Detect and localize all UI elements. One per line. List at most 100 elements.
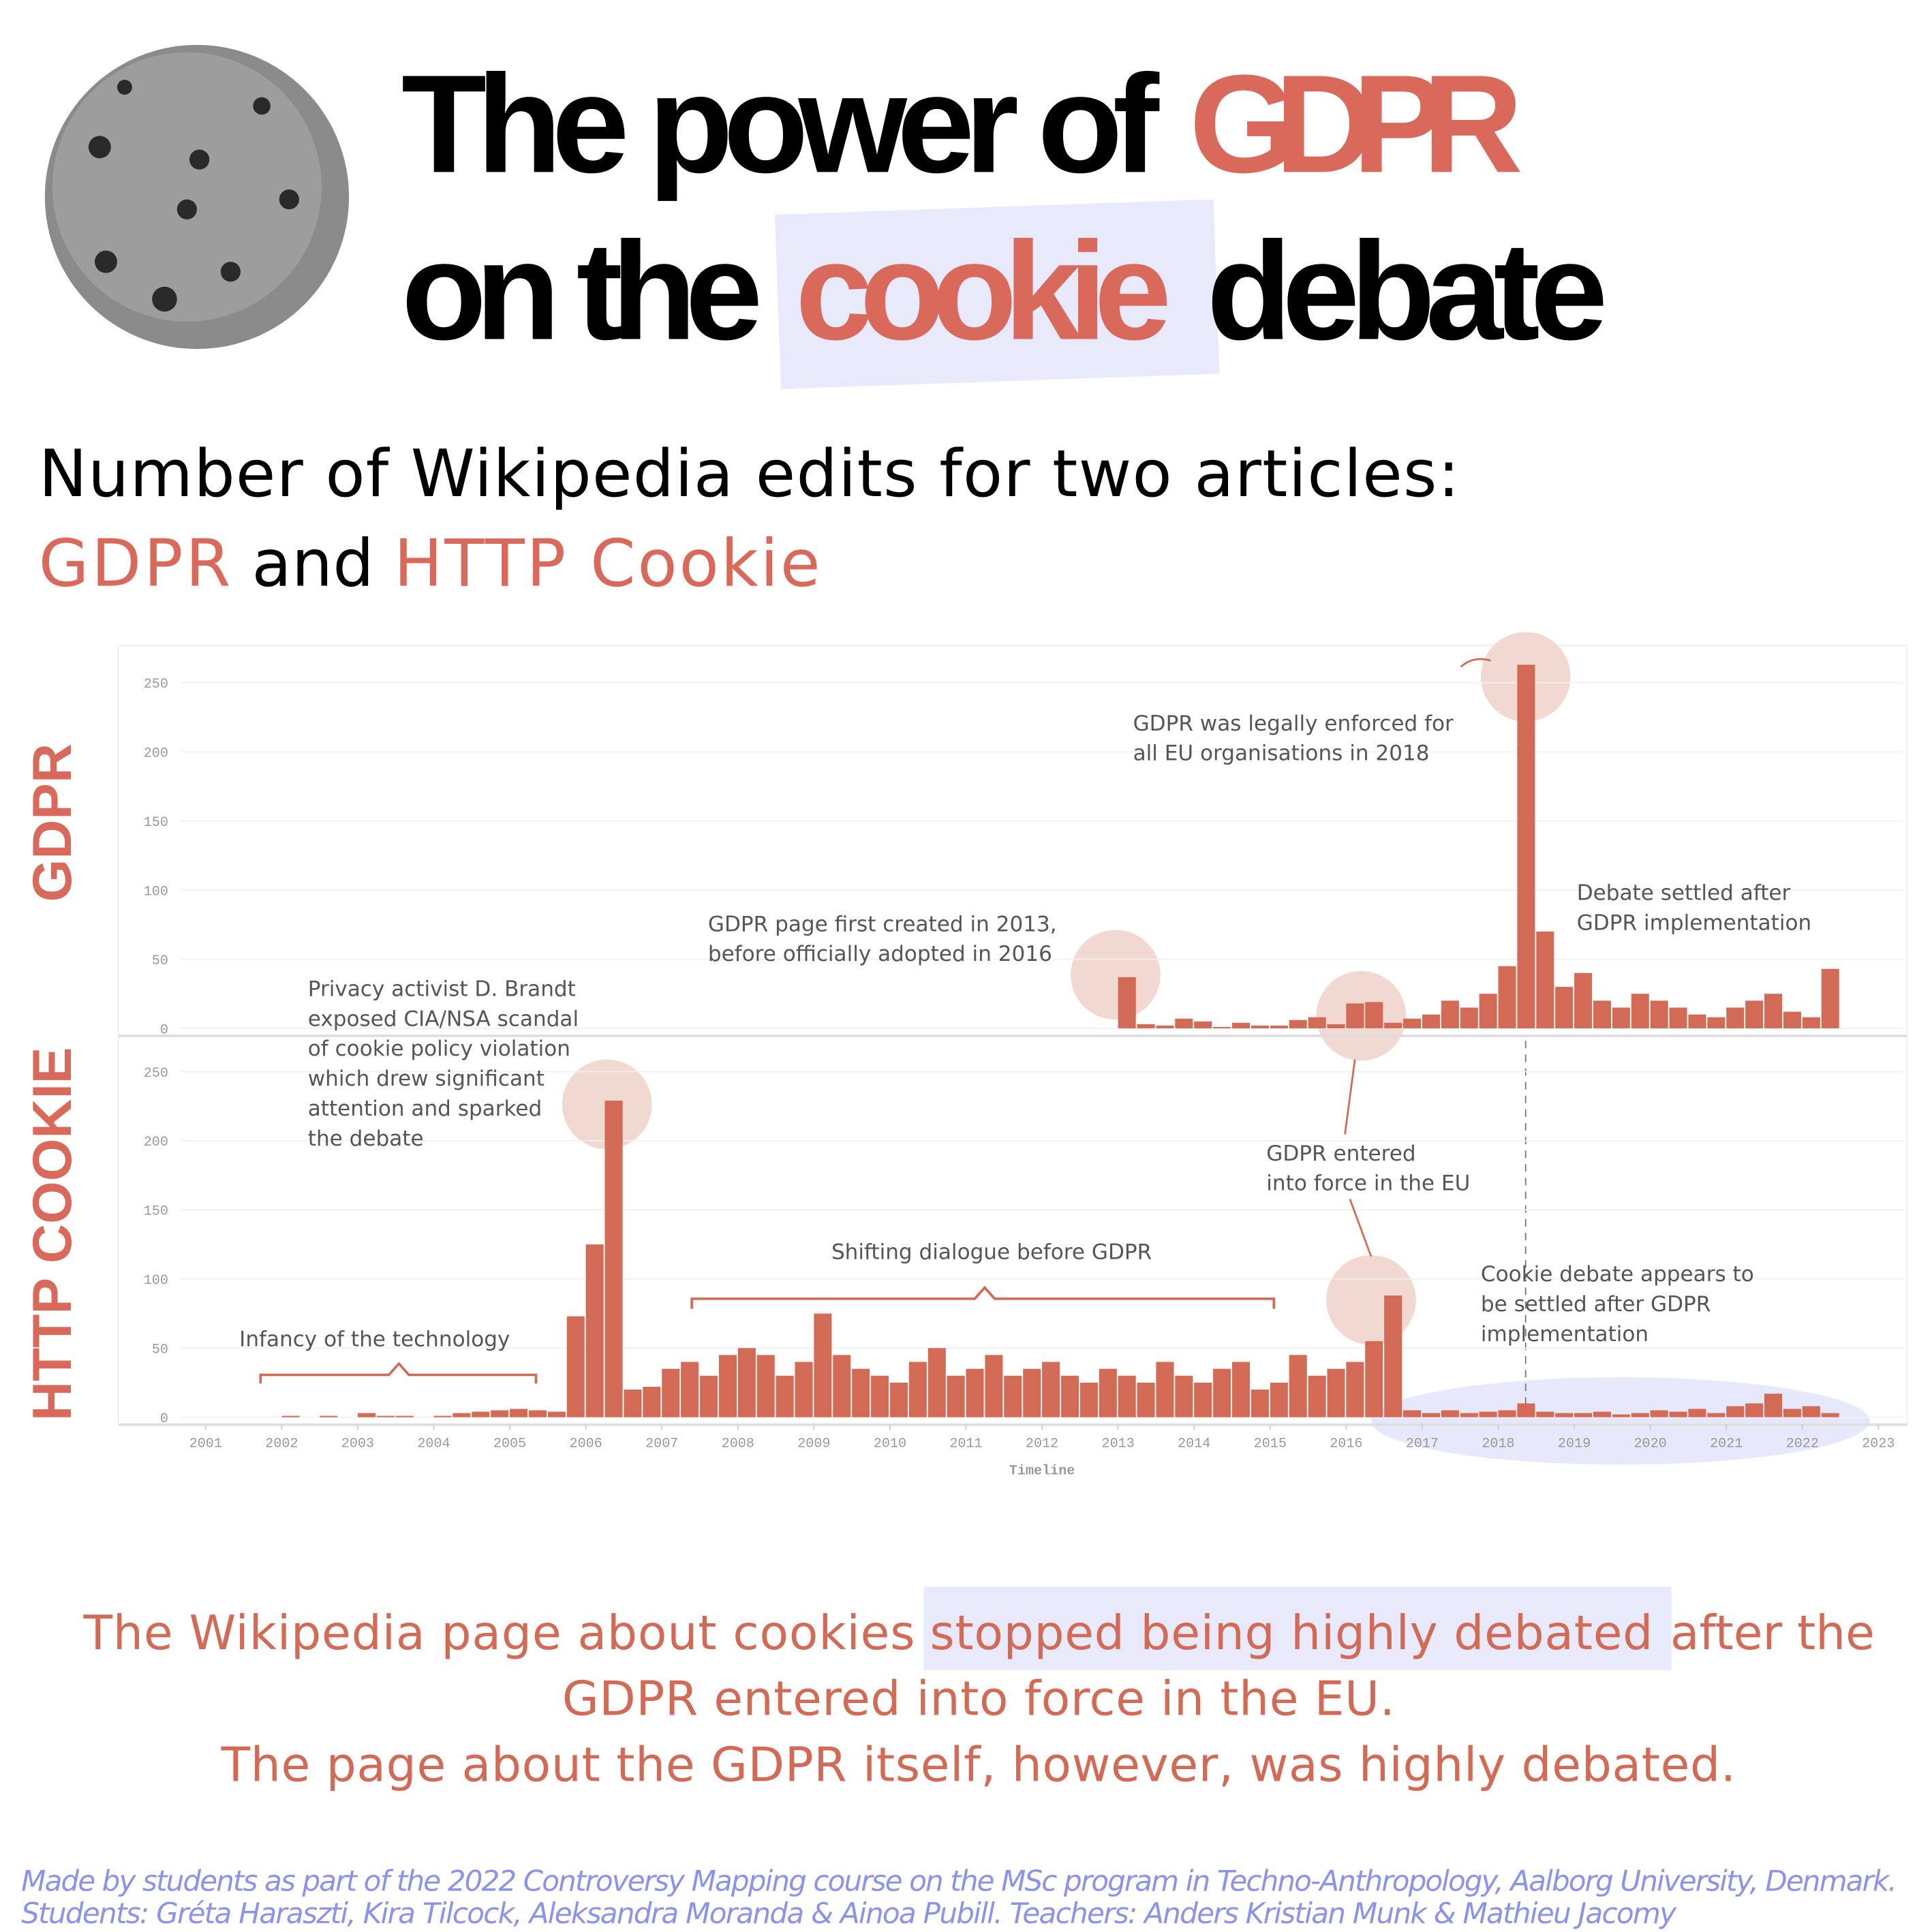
bar	[1308, 1375, 1326, 1417]
x-axis-label: Timeline	[1009, 1464, 1075, 1479]
bar	[662, 1368, 680, 1417]
bar	[547, 1411, 566, 1417]
bar	[281, 1415, 300, 1417]
bar	[624, 1390, 642, 1417]
bar	[1422, 1413, 1440, 1417]
bar	[1270, 1382, 1288, 1417]
x-tick-label: 2018	[1482, 1437, 1514, 1452]
bar	[908, 1362, 927, 1417]
bar	[1384, 1022, 1402, 1028]
bar	[566, 1316, 585, 1417]
brace	[690, 1285, 1276, 1309]
x-tick-label: 2013	[1102, 1437, 1135, 1452]
bar	[1726, 1406, 1745, 1417]
bar	[1612, 1007, 1630, 1028]
bar	[1688, 1409, 1706, 1417]
x-tick-label: 2010	[874, 1437, 906, 1452]
bar	[1574, 972, 1593, 1028]
bar	[1707, 1017, 1726, 1028]
x-tick-label: 2008	[722, 1437, 754, 1452]
bar	[1194, 1021, 1212, 1028]
bar	[510, 1409, 528, 1417]
title-text: on the	[401, 213, 763, 369]
highlight-circle	[1071, 930, 1161, 1020]
x-tick-label: 2002	[265, 1437, 298, 1452]
bar	[1023, 1368, 1041, 1417]
bar	[1441, 1000, 1459, 1028]
annotation: be settled after GDPR	[1481, 1292, 1711, 1317]
bar	[1498, 966, 1516, 1028]
x-tick-label: 2023	[1862, 1437, 1895, 1452]
bar	[1555, 1413, 1574, 1417]
bar	[681, 1362, 699, 1417]
bar	[1517, 1403, 1535, 1417]
conclusion: GDPR entered into force in the EU.	[562, 1672, 1395, 1727]
annotation: implementation	[1481, 1322, 1649, 1347]
bar	[889, 1382, 908, 1417]
annotation: GDPR page first created in 2013,	[708, 912, 1057, 936]
x-tick-label: 2001	[189, 1437, 222, 1452]
bar	[985, 1355, 1003, 1417]
bar	[700, 1375, 718, 1417]
bar	[1821, 1413, 1839, 1417]
bar	[1251, 1390, 1269, 1417]
y-tick-label: 150	[144, 815, 168, 831]
bar	[1745, 1403, 1764, 1417]
bar	[604, 1101, 623, 1417]
annotation: Cookie debate appears to	[1481, 1262, 1754, 1287]
bar	[528, 1410, 547, 1417]
bar	[1574, 1413, 1593, 1417]
footer: Students: Gréta Haraszti, Kira Tilcock, …	[21, 1897, 1677, 1930]
bar	[1783, 1409, 1801, 1417]
x-tick-label: 2020	[1634, 1437, 1666, 1452]
bar	[1365, 1341, 1383, 1417]
bar	[1441, 1410, 1459, 1417]
annotation: attention and sparked	[308, 1097, 542, 1121]
y-tick-label: 100	[144, 884, 168, 900]
footer: Made by students as part of the 2022 Con…	[21, 1865, 1897, 1898]
y-tick-label: 50	[152, 953, 168, 969]
x-tick-label: 2016	[1330, 1437, 1362, 1452]
bar	[776, 1375, 794, 1417]
bar	[1650, 1410, 1668, 1417]
x-tick-label: 2019	[1558, 1437, 1591, 1452]
bar	[453, 1413, 471, 1417]
bar	[1004, 1375, 1022, 1417]
bar	[966, 1368, 984, 1417]
bar	[1289, 1019, 1307, 1028]
bar	[1346, 1003, 1364, 1028]
bar	[1403, 1018, 1422, 1028]
annotation: into force in the EU	[1266, 1171, 1470, 1196]
bar	[1593, 1000, 1612, 1028]
bar	[376, 1415, 395, 1417]
bar	[1308, 1017, 1326, 1028]
brace	[259, 1362, 538, 1384]
bar	[1213, 1026, 1231, 1028]
bar	[1783, 1011, 1801, 1028]
x-tick-label: 2006	[570, 1437, 602, 1452]
bar	[1631, 1413, 1649, 1417]
highlight-circle	[1326, 1255, 1416, 1345]
bar	[395, 1415, 414, 1417]
bar	[1631, 994, 1649, 1028]
bar	[1593, 1411, 1612, 1417]
bar	[756, 1355, 775, 1417]
subtitle-article: GDPR	[39, 527, 231, 602]
x-tick-label: 2007	[645, 1437, 678, 1452]
x-tick-label: 2022	[1786, 1437, 1819, 1452]
conclusion: after the	[1670, 1606, 1875, 1661]
bar	[852, 1368, 870, 1417]
bar	[1821, 968, 1839, 1028]
x-tick-label: 2005	[493, 1437, 526, 1452]
y-tick-label: 150	[144, 1204, 168, 1220]
bar	[1460, 1007, 1478, 1028]
bar	[1365, 1002, 1383, 1028]
bar	[1802, 1406, 1820, 1417]
bar	[472, 1411, 490, 1417]
bar	[1726, 1007, 1745, 1028]
bar	[1669, 1007, 1687, 1028]
subtitle: Number of Wikipedia edits for two articl…	[39, 437, 1460, 512]
bar	[1270, 1025, 1288, 1028]
bar	[1137, 1382, 1155, 1417]
